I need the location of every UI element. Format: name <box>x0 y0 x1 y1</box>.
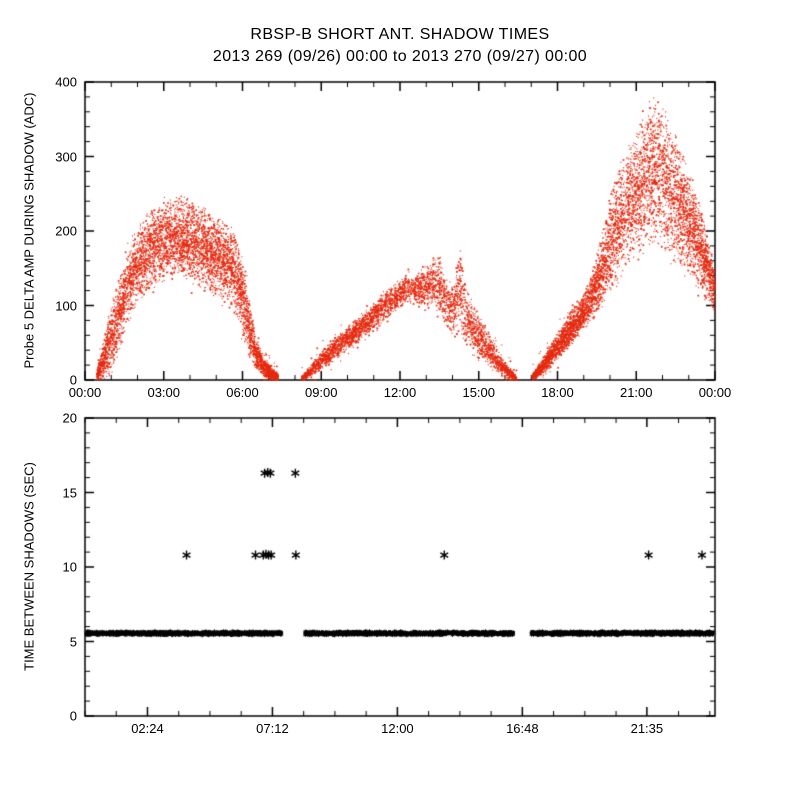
top-x-tick-label: 18:00 <box>541 385 574 400</box>
bottom-y-tick-label: 15 <box>62 485 77 500</box>
top-x-tick-label: 03:00 <box>147 385 181 400</box>
top-x-tick-label: 21:00 <box>619 385 653 400</box>
bottom-y-tick-label: 0 <box>69 708 77 724</box>
top-y-tick-label: 400 <box>55 74 77 90</box>
bottom-x-tick-label: 07:12 <box>256 721 289 736</box>
top-x-tick-label: 06:00 <box>226 385 259 400</box>
bottom-x-tick-label: 02:24 <box>131 721 164 736</box>
bottom-x-tick-label: 21:35 <box>630 721 664 736</box>
top-y-tick-label: 300 <box>55 149 77 164</box>
top-y-tick-label: 0 <box>69 372 77 388</box>
top-x-tick-label: 15:00 <box>462 385 496 400</box>
bottom-y-tick-label: 10 <box>62 559 77 575</box>
top-x-tick-label: 00:00 <box>698 385 732 400</box>
top-x-tick-label: 00:00 <box>68 385 102 400</box>
bottom-y-tick-label: 5 <box>69 634 77 649</box>
top-x-tick-label: 09:00 <box>304 385 338 400</box>
top-y-tick-label: 100 <box>55 298 77 313</box>
bottom-y-tick-label: 20 <box>62 410 77 426</box>
bottom-x-tick-label: 16:48 <box>506 721 539 736</box>
bottom-x-tick-label: 12:00 <box>381 721 414 736</box>
top-y-tick-label: 200 <box>55 223 77 239</box>
top-x-tick-label: 12:00 <box>383 385 417 400</box>
